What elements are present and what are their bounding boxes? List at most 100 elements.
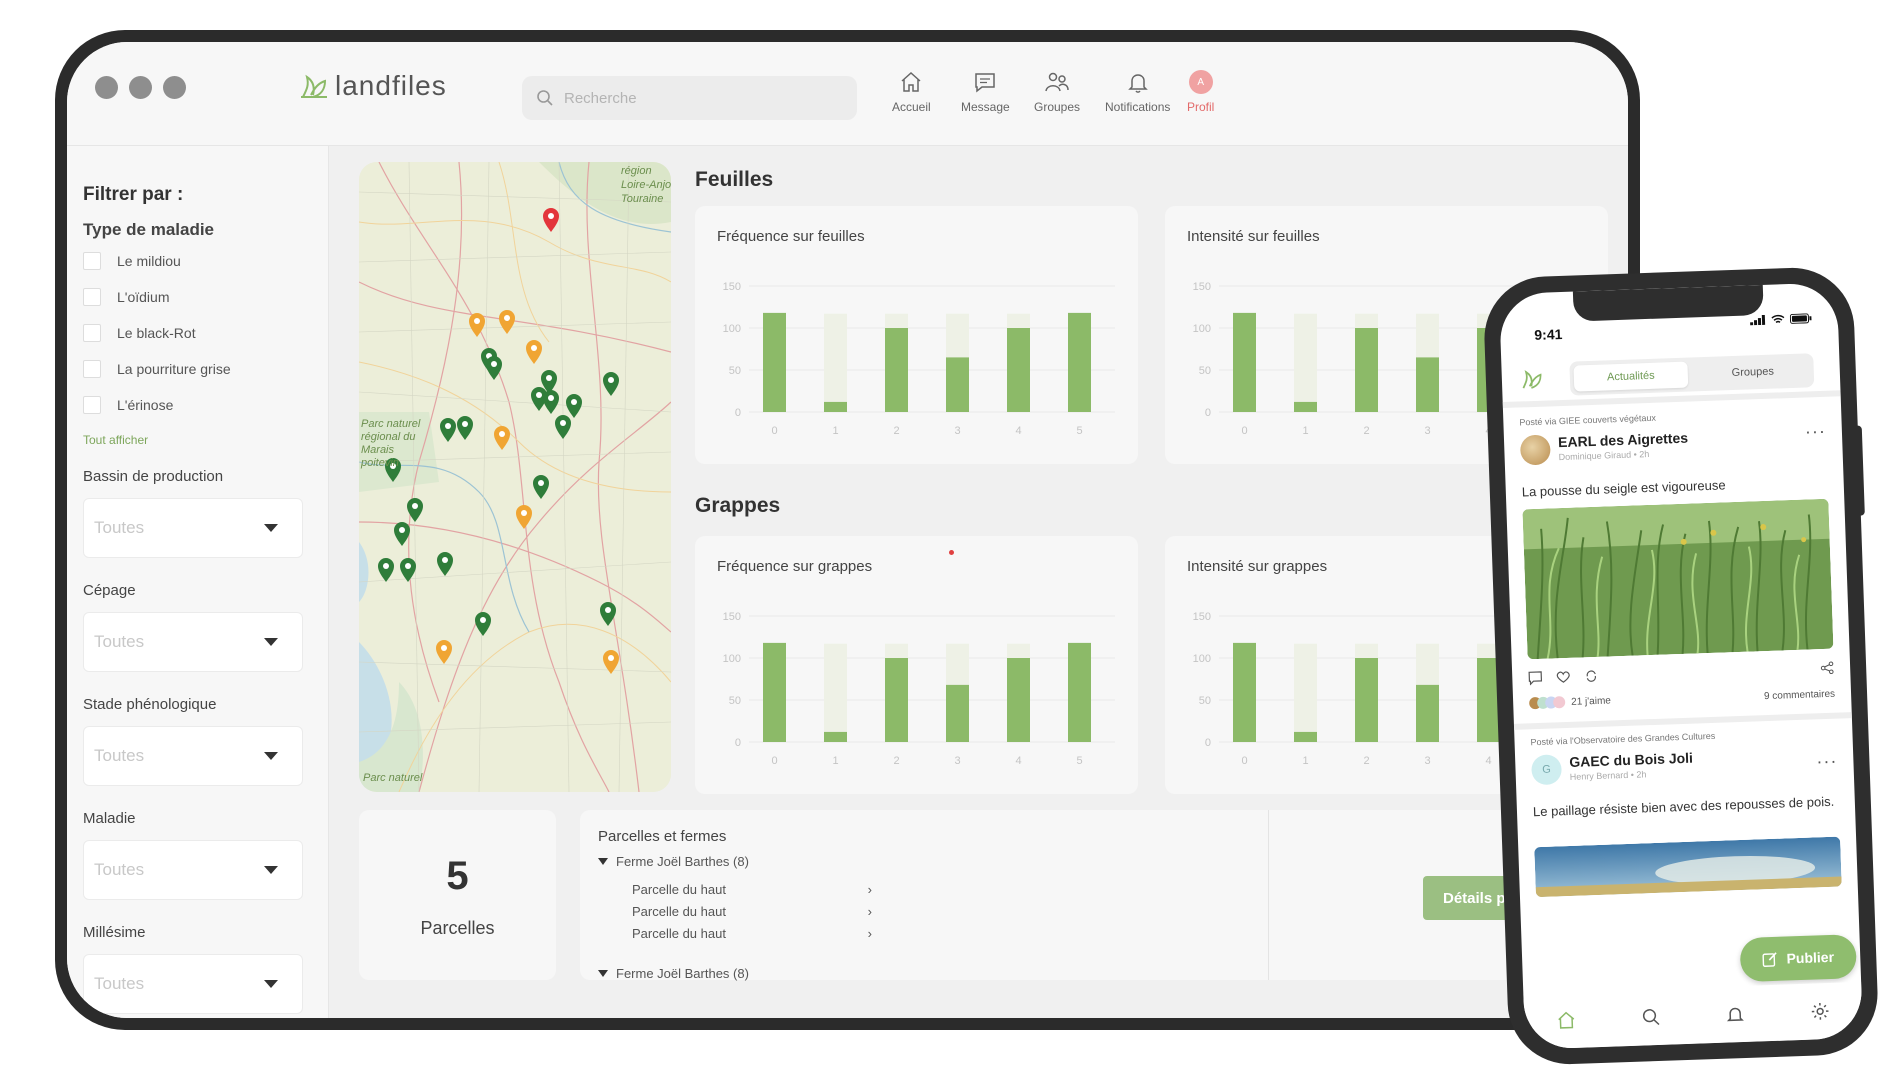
tab-groups[interactable]: Groupes: [1731, 365, 1775, 380]
bar-track: [824, 313, 847, 412]
map-pin-icon: [378, 558, 394, 582]
parcels-count-card: 5 Parcelles: [359, 810, 556, 980]
heart-icon[interactable]: [1556, 670, 1570, 684]
parcels-map[interactable]: région Loire-Anjou-Touraine Parc naturel…: [359, 162, 671, 792]
y-tick-label: 150: [723, 281, 741, 293]
bar: [885, 658, 908, 742]
checkbox[interactable]: [83, 288, 101, 306]
map-pin-dot: [536, 392, 542, 398]
caret-down-icon: [598, 970, 608, 977]
post-author[interactable]: GAEC du Bois Joli: [1569, 749, 1694, 770]
phenological-stage-select[interactable]: Toutes: [83, 726, 303, 786]
bar: [1068, 312, 1091, 412]
logo-text: landfiles: [335, 70, 447, 101]
disease-checkbox-row[interactable]: L'érinose: [83, 396, 173, 414]
map-pin-icon: [531, 387, 547, 411]
search-icon[interactable]: [1641, 1007, 1662, 1028]
more-options-icon[interactable]: ···: [1816, 750, 1838, 772]
nav-groups[interactable]: Groupes: [1034, 70, 1080, 114]
parcel-name: Parcelle du haut: [632, 904, 726, 919]
bar: [1416, 357, 1439, 412]
window-dot[interactable]: [129, 76, 152, 99]
post-author[interactable]: EARL des Aigrettes: [1557, 429, 1689, 451]
post-actions: [1528, 661, 1834, 686]
checkbox[interactable]: [83, 324, 101, 342]
wifi-icon: [1771, 314, 1785, 324]
disease-checkbox-row[interactable]: L'oïdium: [83, 288, 169, 306]
nav-notifications[interactable]: Notifications: [1105, 70, 1170, 114]
x-tick-label: 3: [954, 425, 960, 437]
production-basin-select[interactable]: Toutes: [83, 498, 303, 558]
post-image[interactable]: [1534, 836, 1842, 898]
farm-row[interactable]: Ferme Joël Barthes (8): [598, 854, 749, 869]
bar: [1233, 642, 1256, 742]
chart-card: Fréquence sur grappes 0 50 100 150 0 1 2 3 4 5: [695, 536, 1138, 794]
search-bar[interactable]: [522, 76, 857, 120]
status-time: 9:41: [1534, 325, 1563, 343]
map-pin-icon: [440, 418, 456, 442]
repost-icon[interactable]: [1584, 669, 1598, 683]
share-icon[interactable]: [1820, 661, 1834, 675]
grape-variety-select[interactable]: Toutes: [83, 612, 303, 672]
post-image[interactable]: [1522, 498, 1834, 660]
search-input[interactable]: [564, 89, 824, 107]
disease-checkbox-row[interactable]: Le mildiou: [83, 252, 181, 270]
sky-image: [1534, 836, 1842, 898]
bell-icon[interactable]: [1725, 1004, 1746, 1025]
leaf-logo-icon[interactable]: [1519, 367, 1544, 392]
checkbox-label: L'oïdium: [117, 289, 170, 305]
farm-row[interactable]: Ferme Joël Barthes (8): [598, 966, 749, 981]
post-source: Posté via l'Observatoire des Grandes Cul…: [1530, 730, 1716, 748]
map-pin-dot: [390, 463, 396, 469]
map-pin-dot: [442, 557, 448, 563]
nav-home[interactable]: Accueil: [892, 70, 931, 114]
map-pin-icon: [603, 372, 619, 396]
show-all-link[interactable]: Tout afficher: [83, 433, 149, 447]
comments-count[interactable]: 9 commentaires: [1763, 688, 1836, 703]
more-options-icon[interactable]: ···: [1804, 420, 1827, 442]
parcels-list-title: Parcelles et fermes: [598, 828, 727, 845]
phone-side-button: [1853, 425, 1865, 516]
bar: [1416, 684, 1439, 742]
checkbox[interactable]: [83, 252, 101, 270]
checkbox[interactable]: [83, 396, 101, 414]
gear-icon[interactable]: [1810, 1001, 1831, 1022]
x-tick-label: 0: [771, 425, 777, 437]
nav-profile[interactable]: A Profil: [1187, 70, 1214, 114]
chevron-right-icon: ›: [867, 904, 872, 919]
bar: [1068, 642, 1091, 742]
avatar[interactable]: [1519, 434, 1551, 466]
y-tick-label: 50: [1199, 365, 1211, 377]
filter-title: Filtrer par :: [83, 184, 184, 205]
checkbox[interactable]: [83, 360, 101, 378]
logo[interactable]: landfiles: [299, 70, 447, 102]
avatar[interactable]: G: [1531, 754, 1563, 786]
parcel-row[interactable]: Parcelle du haut ›: [632, 904, 872, 919]
tab-news[interactable]: Actualités: [1573, 361, 1689, 392]
y-tick-label: 50: [729, 695, 741, 707]
publish-button[interactable]: Publier: [1739, 934, 1857, 983]
parcel-row[interactable]: Parcelle du haut ›: [632, 882, 872, 897]
publish-label: Publier: [1786, 948, 1835, 967]
map-label: Parc naturel: [363, 772, 423, 784]
map-canvas[interactable]: [359, 162, 671, 792]
checkbox-label: Le black-Rot: [117, 325, 196, 341]
disease-checkbox-row[interactable]: Le black-Rot: [83, 324, 196, 342]
window-dot[interactable]: [163, 76, 186, 99]
window-dot[interactable]: [95, 76, 118, 99]
disease-select[interactable]: Toutes: [83, 840, 303, 900]
map-pin-dot: [560, 420, 566, 426]
desktop-app: landfiles Accueil: [67, 42, 1628, 1018]
map-pin-dot: [441, 645, 447, 651]
vintage-select[interactable]: Toutes: [83, 954, 303, 1014]
checkbox-label: Le mildiou: [117, 253, 181, 269]
home-icon[interactable]: [1556, 1010, 1577, 1031]
parcel-row[interactable]: Parcelle du haut ›: [632, 926, 872, 941]
nav-message[interactable]: Message: [961, 70, 1010, 114]
x-tick-label: 2: [893, 425, 899, 437]
likes[interactable]: 21 j'aime: [1529, 694, 1611, 710]
disease-checkbox-row[interactable]: La pourriture grise: [83, 360, 231, 378]
comment-icon[interactable]: [1528, 671, 1543, 686]
map-pin: [499, 310, 515, 334]
map-pin: [475, 612, 491, 636]
